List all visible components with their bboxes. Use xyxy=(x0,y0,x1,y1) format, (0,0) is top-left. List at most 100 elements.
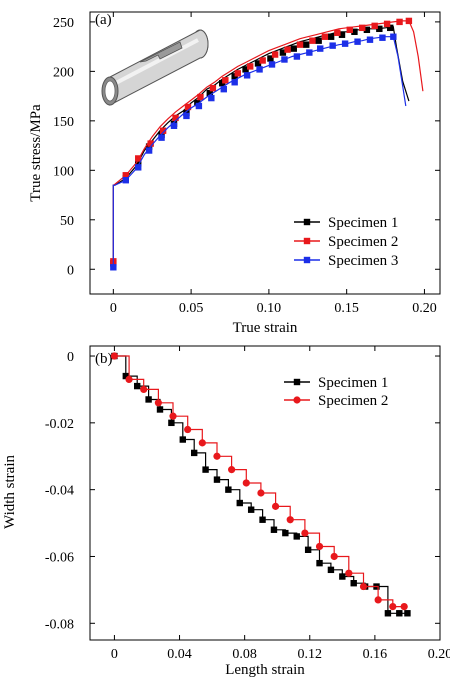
series-3-point xyxy=(122,177,129,184)
series-2-point xyxy=(135,155,142,162)
series-2-point xyxy=(110,352,119,360)
series-2-point xyxy=(389,602,397,611)
series-2-point xyxy=(271,502,280,510)
panel-b-plot-frame xyxy=(89,345,441,641)
tube-front-hole xyxy=(104,80,116,102)
series-3-point xyxy=(306,49,313,56)
series-3-point xyxy=(256,66,263,73)
series-3-point xyxy=(341,40,349,47)
legend-marker-2 xyxy=(303,237,311,245)
series-1-point xyxy=(327,566,335,574)
series-1-point xyxy=(247,506,255,513)
panel-a-y-axis-title: True stress/MPa xyxy=(28,104,44,202)
x-tick-label: 0.04 xyxy=(167,647,192,662)
tube-specimen-illustration xyxy=(101,29,209,106)
tube-slot xyxy=(139,41,183,63)
series-1-point xyxy=(350,580,357,587)
series-2-point xyxy=(257,489,265,497)
series-1-point xyxy=(303,41,310,48)
y-tick-label: 150 xyxy=(53,115,74,130)
series-1-point xyxy=(282,529,289,537)
series-2-point xyxy=(154,399,162,407)
series-2-point xyxy=(345,569,353,577)
series-2-point xyxy=(383,20,391,28)
series-3-point xyxy=(110,264,117,271)
legend-label-2: Specimen 2 xyxy=(328,234,398,250)
legend-marker-1 xyxy=(293,378,301,386)
series-3-point xyxy=(243,72,251,79)
series-1-point xyxy=(316,559,323,567)
legend-label-1: Specimen 1 xyxy=(318,375,388,391)
series-2-point xyxy=(309,37,316,44)
series-2-point xyxy=(330,552,338,561)
panel-a-stress-strain-chart: (a) 0 0.05 0.10 0.15 0.20 0 50 100 150 200 250 Spe… xyxy=(28,11,441,336)
series-1-point xyxy=(339,573,346,580)
series-1-point xyxy=(135,160,142,167)
legend-label-1: Specimen 1 xyxy=(328,215,398,231)
y-tick-label: -0.02 xyxy=(45,417,74,432)
series-2-point xyxy=(346,26,353,34)
panel-a-ticks: 0 0.05 0.10 0.15 0.20 0 50 100 150 200 250 xyxy=(53,12,440,316)
series-1-point xyxy=(290,45,297,52)
series-1-point xyxy=(376,25,383,33)
series-3-point xyxy=(208,94,215,102)
y-tick-label: 0 xyxy=(67,350,74,365)
series-1-point xyxy=(190,449,198,457)
panel-a-label: (a) xyxy=(95,12,112,28)
series-1-point xyxy=(396,610,403,617)
series-2-point xyxy=(271,51,279,58)
series-2-point xyxy=(234,70,241,77)
series-1-point xyxy=(242,66,249,73)
series-2-point xyxy=(296,41,304,48)
panel-b-series xyxy=(110,352,411,617)
series-1-point xyxy=(225,486,232,493)
panel-b-x-axis-title: Length strain xyxy=(225,662,305,678)
tube-highlight xyxy=(113,38,199,86)
series-1-point xyxy=(304,546,312,553)
series-3-point xyxy=(390,33,397,40)
series-1-point xyxy=(338,31,346,38)
series-1-point xyxy=(279,49,287,56)
y-tick-label: 0 xyxy=(67,263,74,278)
series-1-point xyxy=(206,89,213,97)
series-2-point xyxy=(286,516,294,524)
series-3-point xyxy=(317,45,324,52)
series-3-point xyxy=(354,38,361,45)
series-2-point xyxy=(184,425,192,434)
series-1-point xyxy=(168,419,175,427)
series-2-point xyxy=(242,479,250,487)
series-2-point xyxy=(321,33,329,40)
legend-marker-1 xyxy=(303,218,311,226)
series-1-point xyxy=(134,382,141,390)
series-3-point xyxy=(195,102,203,110)
series-3-point xyxy=(158,134,165,141)
panel-b-ticks: 0 0.04 0.08 0.12 0.16 0.20 0 -0.02 -0.04 -0.06 -0.… xyxy=(45,346,450,662)
series-1-point xyxy=(179,436,186,443)
series-1-point xyxy=(236,499,243,507)
legend-label-2: Specimen 2 xyxy=(318,393,388,409)
series-2-point xyxy=(184,103,192,111)
series-1-point xyxy=(384,610,392,617)
series-1-point xyxy=(293,533,300,540)
series-2-point xyxy=(159,127,167,134)
y-tick-label: 100 xyxy=(53,164,74,179)
series-3-point xyxy=(366,36,374,43)
series-3-point xyxy=(231,79,238,86)
series-1-point xyxy=(145,396,152,403)
panel-b-label: (b) xyxy=(95,351,113,367)
series-2-point xyxy=(222,77,229,84)
series-2-point xyxy=(315,542,324,551)
series-2-point xyxy=(198,439,206,447)
series-2-point xyxy=(213,452,221,460)
series-3-point xyxy=(170,122,178,129)
panel-b-legend: Specimen 1 Specimen 2 xyxy=(284,375,388,409)
x-tick-label: 0.12 xyxy=(298,647,323,662)
panel-a-series xyxy=(110,17,424,271)
y-tick-label: 250 xyxy=(53,16,74,31)
y-tick-label: 50 xyxy=(60,214,74,229)
panel-b-y-axis-title: Width strain xyxy=(2,455,18,529)
y-tick-label: -0.08 xyxy=(45,617,74,632)
series-3-point xyxy=(135,164,142,171)
series-3-point xyxy=(281,56,288,63)
